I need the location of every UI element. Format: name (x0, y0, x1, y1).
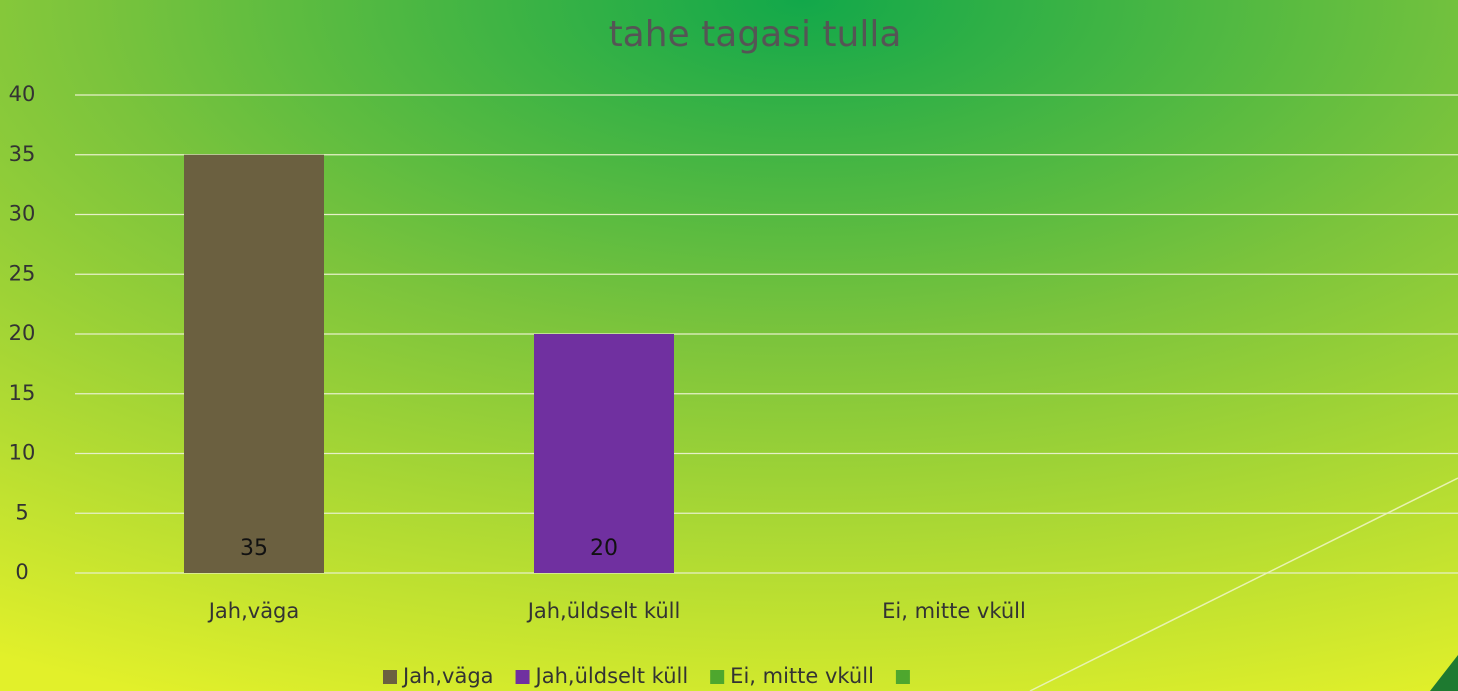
legend-swatch (383, 670, 397, 684)
bar (184, 154, 324, 573)
y-tick-label: 25 (9, 261, 36, 285)
y-tick-label: 10 (9, 441, 36, 465)
legend-label: Jah,väga (401, 664, 494, 688)
legend-label: Jah,üldselt küll (534, 664, 689, 688)
x-tick-label: Jah,üldselt küll (526, 599, 681, 623)
chart-title: tahe tagasi tulla (609, 14, 902, 55)
y-tick-label: 40 (9, 82, 36, 106)
decor-corner (1430, 655, 1458, 691)
y-tick-label: 5 (15, 500, 28, 524)
y-tick-label: 20 (9, 321, 36, 345)
y-tick-label: 15 (9, 381, 36, 405)
x-tick-label: Ei, mitte vküll (882, 599, 1026, 623)
y-tick-label: 35 (9, 142, 36, 166)
y-tick-label: 0 (15, 560, 28, 584)
legend-swatch (710, 670, 725, 684)
y-tick-label: 30 (9, 202, 36, 226)
legend-swatch (895, 670, 910, 684)
data-label: 20 (590, 536, 618, 561)
data-label: 35 (240, 536, 268, 561)
legend-label: Ei, mitte vküll (730, 664, 874, 688)
bar (534, 334, 674, 573)
x-tick-label: Jah,väga (207, 599, 300, 623)
legend-swatch (515, 670, 530, 684)
